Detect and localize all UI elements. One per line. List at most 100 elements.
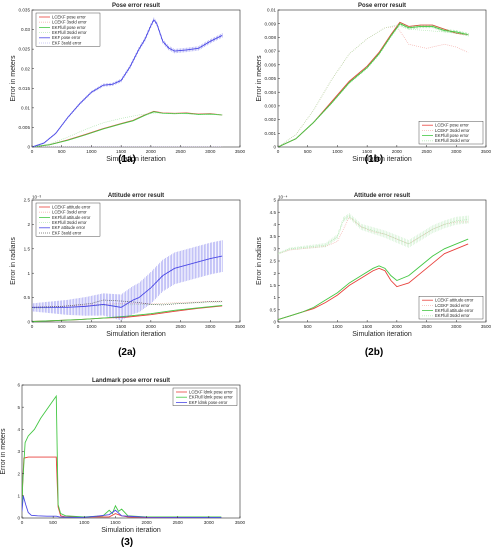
y-tick-label: 0 (273, 320, 276, 325)
x-tick-label: 2000 (392, 324, 403, 329)
y-tick-label: 0.02 (21, 66, 30, 71)
legend-entry: LCEKF pose error (52, 14, 86, 19)
y-tick-label: 0 (273, 145, 276, 150)
x-tick-label: 1000 (332, 324, 343, 329)
legend-entry: EKFfull pose error (435, 133, 469, 138)
legend-entry: EKFfull 3sold error (435, 138, 470, 143)
legend-entry: EKFfull 3sold error (52, 220, 87, 225)
x-tick-label: 500 (304, 324, 312, 329)
x-tick-label: 2500 (175, 324, 186, 329)
y-tick-label: 2.5 (270, 259, 277, 264)
data-layer (278, 213, 469, 320)
x-tick-label: 1500 (110, 520, 121, 525)
x-tick-label: 1000 (86, 324, 97, 329)
caption-1b: (1b) (365, 154, 383, 165)
y-tick-label: 0.002 (265, 117, 277, 122)
legend-box (35, 202, 101, 237)
legend-entry: LCEKF 3sold error (52, 210, 87, 215)
legend-box (418, 120, 484, 145)
series-line-lcekf-attitude-error (278, 243, 469, 320)
legend-entry: EKF 3sold error (52, 230, 82, 235)
data-layer (22, 394, 222, 518)
caption-2a: (2a) (118, 347, 136, 358)
series-line-ekf-pose-error (32, 18, 223, 147)
x-tick-label: 3500 (235, 520, 246, 525)
x-tick-label: 1000 (86, 149, 97, 154)
x-tick-label: 3000 (451, 324, 462, 329)
x-tick-label: 2000 (392, 149, 403, 154)
y-tick-label: 0.006 (265, 62, 277, 67)
legend-entry: EKFfull attitude error (52, 215, 91, 220)
legend-entry: EKF ldmk pose error (189, 400, 228, 405)
x-tick-label: 500 (58, 324, 66, 329)
x-axis-label: Simulation iteration (106, 156, 166, 163)
chart-title: Attitude error result (108, 193, 164, 199)
x-tick-label: 3000 (205, 149, 216, 154)
y-tick-label: 2 (17, 471, 20, 476)
x-tick-label: 2500 (175, 149, 186, 154)
x-tick-label: 0 (31, 324, 34, 329)
x-tick-label: 1000 (332, 149, 343, 154)
y-axis-label: Error in meters (256, 55, 263, 102)
y-tick-label: 0.025 (19, 47, 31, 52)
series-line-ekffull-3sold-error (278, 24, 469, 147)
x-tick-label: 2000 (146, 324, 157, 329)
legend-entry: LCEKF 3sold error (435, 303, 470, 308)
legend-entry: LCEKF 3sold error (52, 20, 87, 25)
caption-1a: (1a) (118, 154, 136, 165)
y-tick-label: 0.007 (265, 49, 277, 54)
y-tick-label: 0.005 (19, 125, 31, 130)
series-line-ekffull-3sold-error (32, 112, 223, 147)
legend-entry: LCEKF ldmk pose error (189, 389, 233, 394)
x-tick-label: 2000 (146, 149, 157, 154)
y-tick-label: 5 (17, 405, 20, 410)
legend-entry: EKFfull 3sold error (52, 30, 87, 35)
series-line-ekf-ldmk-pose-error (22, 495, 222, 518)
x-tick-label: 1500 (362, 149, 373, 154)
caption-2b: (2b) (365, 347, 383, 358)
y-tick-label: 0 (17, 516, 20, 521)
y-axis-label: Error in radians (10, 237, 17, 285)
legend-entry: LCEKF pose error (435, 123, 469, 128)
x-tick-label: 2500 (173, 520, 184, 525)
y-tick-label: 3 (17, 449, 20, 454)
y-tick-label: 3.5 (270, 234, 277, 239)
panel-3: 0 500 1000 1500 2000 2500 3000 3500 0 1 2 3 4 5 6 Landm… (0, 378, 246, 534)
y-tick-label: 0.035 (19, 8, 31, 13)
y-tick-label: 1.5 (24, 246, 31, 251)
y-tick-label: 1 (27, 271, 30, 276)
legend-entry: EKF attitude error (52, 225, 86, 230)
series-line-ekf-attitude-error (32, 255, 223, 308)
x-tick-label: 2500 (421, 324, 432, 329)
y-tick-label: 0.5 (24, 295, 31, 300)
x-tick-label: 0 (31, 149, 34, 154)
y-tick-label: 0.001 (265, 131, 277, 136)
x-tick-label: 0 (21, 520, 24, 525)
y-tick-label: 4 (273, 222, 276, 227)
y-tick-label: 5 (273, 198, 276, 203)
y-tick-label: 0 (27, 145, 30, 150)
y-axis-label: Error in meters (0, 428, 7, 475)
legend-entry: EKFfull ldmk pose error (189, 395, 233, 400)
legend-entry: LCEKF attitude error (52, 204, 91, 209)
legend-entry: LCEKF 3sold error (435, 128, 470, 133)
chart-title: Pose error result (358, 3, 406, 9)
legend-box (172, 387, 238, 406)
legend-entry: EKF pose error (52, 35, 81, 40)
x-tick-label: 3000 (205, 324, 216, 329)
x-tick-label: 3000 (204, 520, 215, 525)
y-tick-label: 3 (273, 246, 276, 251)
x-tick-label: 3500 (481, 324, 492, 329)
data-layer (32, 240, 223, 322)
y-multiplier: 10⁻³ (32, 195, 42, 200)
chart-title: Pose error result (112, 3, 160, 9)
y-tick-label: 6 (17, 383, 20, 388)
series-line-ekffull-3sold-error (278, 215, 469, 255)
panel-1b: 0 500 1000 1500 2000 2500 3000 3500 0 0.001 0.002 0… (256, 3, 492, 163)
x-tick-label: 3500 (235, 324, 246, 329)
y-multiplier: 10⁻⁴ (278, 195, 288, 200)
chart-title: Attitude error result (354, 193, 410, 199)
panel-2a: 0 500 1000 1500 2000 2500 3000 3500 0 0.5 1 1.5 2 2.5… (10, 193, 246, 338)
x-tick-label: 500 (304, 149, 312, 154)
